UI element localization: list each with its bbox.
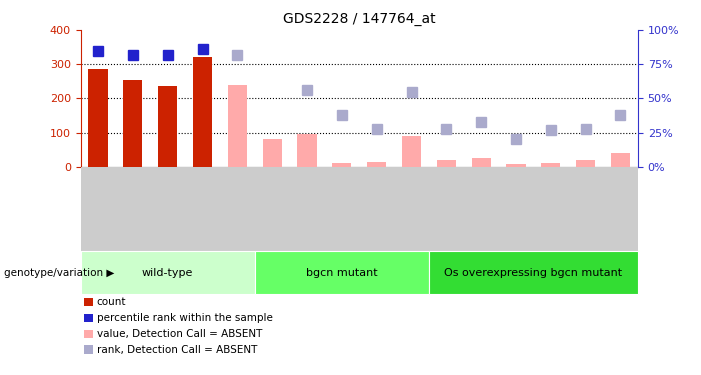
Title: GDS2228 / 147764_at: GDS2228 / 147764_at	[283, 12, 435, 26]
Bar	[576, 160, 595, 167]
Bar	[193, 57, 212, 167]
Bar	[506, 164, 526, 167]
Text: count: count	[97, 297, 126, 307]
Bar	[472, 158, 491, 167]
Text: percentile rank within the sample: percentile rank within the sample	[97, 313, 273, 323]
Text: rank, Detection Call = ABSENT: rank, Detection Call = ABSENT	[97, 345, 257, 354]
Bar	[437, 160, 456, 167]
Bar	[367, 162, 386, 167]
Text: genotype/variation ▶: genotype/variation ▶	[4, 268, 114, 278]
Text: bgcn mutant: bgcn mutant	[306, 268, 378, 278]
Bar	[88, 69, 108, 167]
Bar	[228, 85, 247, 167]
Text: wild-type: wild-type	[142, 268, 193, 278]
Bar	[402, 136, 421, 167]
Text: value, Detection Call = ABSENT: value, Detection Call = ABSENT	[97, 329, 262, 339]
Bar	[332, 164, 351, 167]
Bar	[123, 80, 142, 167]
Bar	[541, 163, 560, 167]
Text: Os overexpressing bgcn mutant: Os overexpressing bgcn mutant	[444, 268, 622, 278]
Bar	[158, 87, 177, 167]
Bar	[263, 140, 282, 167]
Bar	[297, 134, 317, 167]
Bar	[611, 153, 630, 167]
